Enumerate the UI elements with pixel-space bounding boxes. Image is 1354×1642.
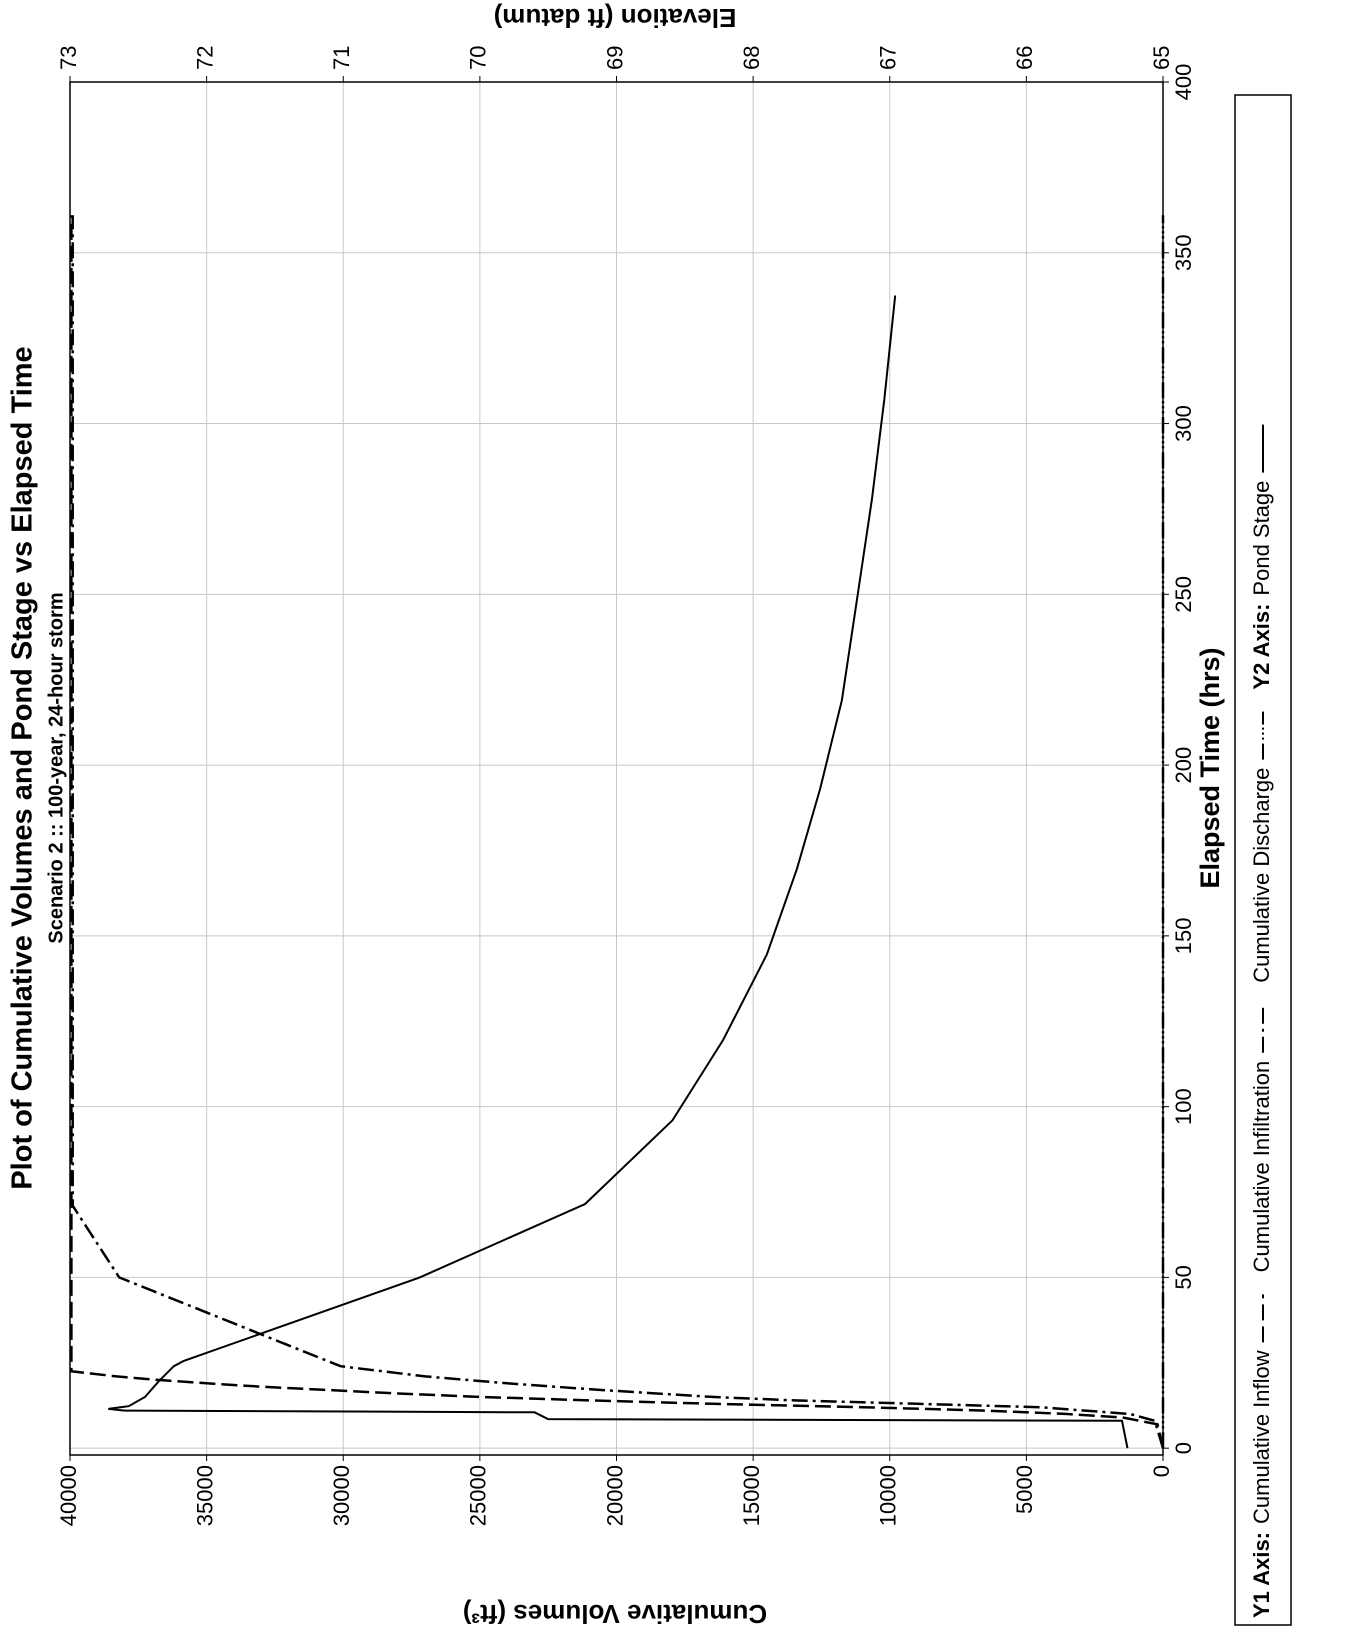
legend-label: Cumulative Inflow [1249, 1350, 1274, 1524]
chart-title: Plot of Cumulative Volumes and Pond Stag… [7, 346, 39, 1189]
y-tick-label: 5000 [1012, 1465, 1037, 1514]
y2-tick-label: 66 [1012, 46, 1037, 70]
series-line [71, 215, 1165, 1449]
rotated-frame: Plot of Cumulative Volumes and Pond Stag… [7, 3, 1292, 1629]
x-axis-label: Elapsed Time (hrs) [1195, 647, 1225, 888]
y-tick-label: 25000 [466, 1465, 491, 1526]
x-tick-label: 400 [1171, 64, 1196, 101]
legend-axis-label: Y1 Axis: [1249, 1532, 1274, 1618]
y2-tick-label: 72 [192, 46, 217, 70]
x-tick-label: 50 [1171, 1265, 1196, 1289]
y2-tick-label: 67 [876, 46, 901, 70]
y2-tick-label: 65 [1149, 46, 1174, 70]
legend-label: Cumulative Discharge [1249, 768, 1274, 983]
y-tick-label: 30000 [329, 1465, 354, 1526]
x-tick-label: 0 [1171, 1442, 1196, 1454]
y2-tick-label: 68 [739, 46, 764, 70]
y-tick-label: 40000 [56, 1465, 81, 1526]
y-tick-label: 35000 [192, 1465, 217, 1526]
legend-label: Pond Stage [1249, 481, 1274, 596]
series-line [108, 295, 1129, 1449]
y2-tick-label: 73 [56, 46, 81, 70]
y-tick-label: 15000 [739, 1465, 764, 1526]
x-tick-label: 200 [1171, 747, 1196, 784]
y-tick-label: 10000 [876, 1465, 901, 1526]
legend-box [1234, 94, 1292, 1626]
x-tick-label: 250 [1171, 576, 1196, 613]
x-tick-label: 100 [1171, 1088, 1196, 1125]
y2-tick-label: 69 [602, 46, 627, 70]
legend-axis-label: Y2 Axis: [1249, 604, 1274, 690]
y-axis-label: Cumulative Volumes (ft³) [463, 1599, 767, 1629]
y2-tick-label: 71 [329, 46, 354, 70]
y-tick-label: 20000 [602, 1465, 627, 1526]
y2-axis-label: Elevation (ft datum) [494, 3, 737, 33]
x-tick-label: 150 [1171, 917, 1196, 954]
y2-tick-label: 70 [466, 46, 491, 70]
chart-subtitle: Scenario 2 :: 100-year, 24-hour storm [45, 592, 67, 943]
y-tick-label: 0 [1149, 1465, 1174, 1477]
legend-label: Cumulative Infiltration [1249, 1061, 1274, 1273]
series-line [70, 215, 1165, 1449]
x-tick-label: 350 [1171, 234, 1196, 271]
x-tick-label: 300 [1171, 405, 1196, 442]
